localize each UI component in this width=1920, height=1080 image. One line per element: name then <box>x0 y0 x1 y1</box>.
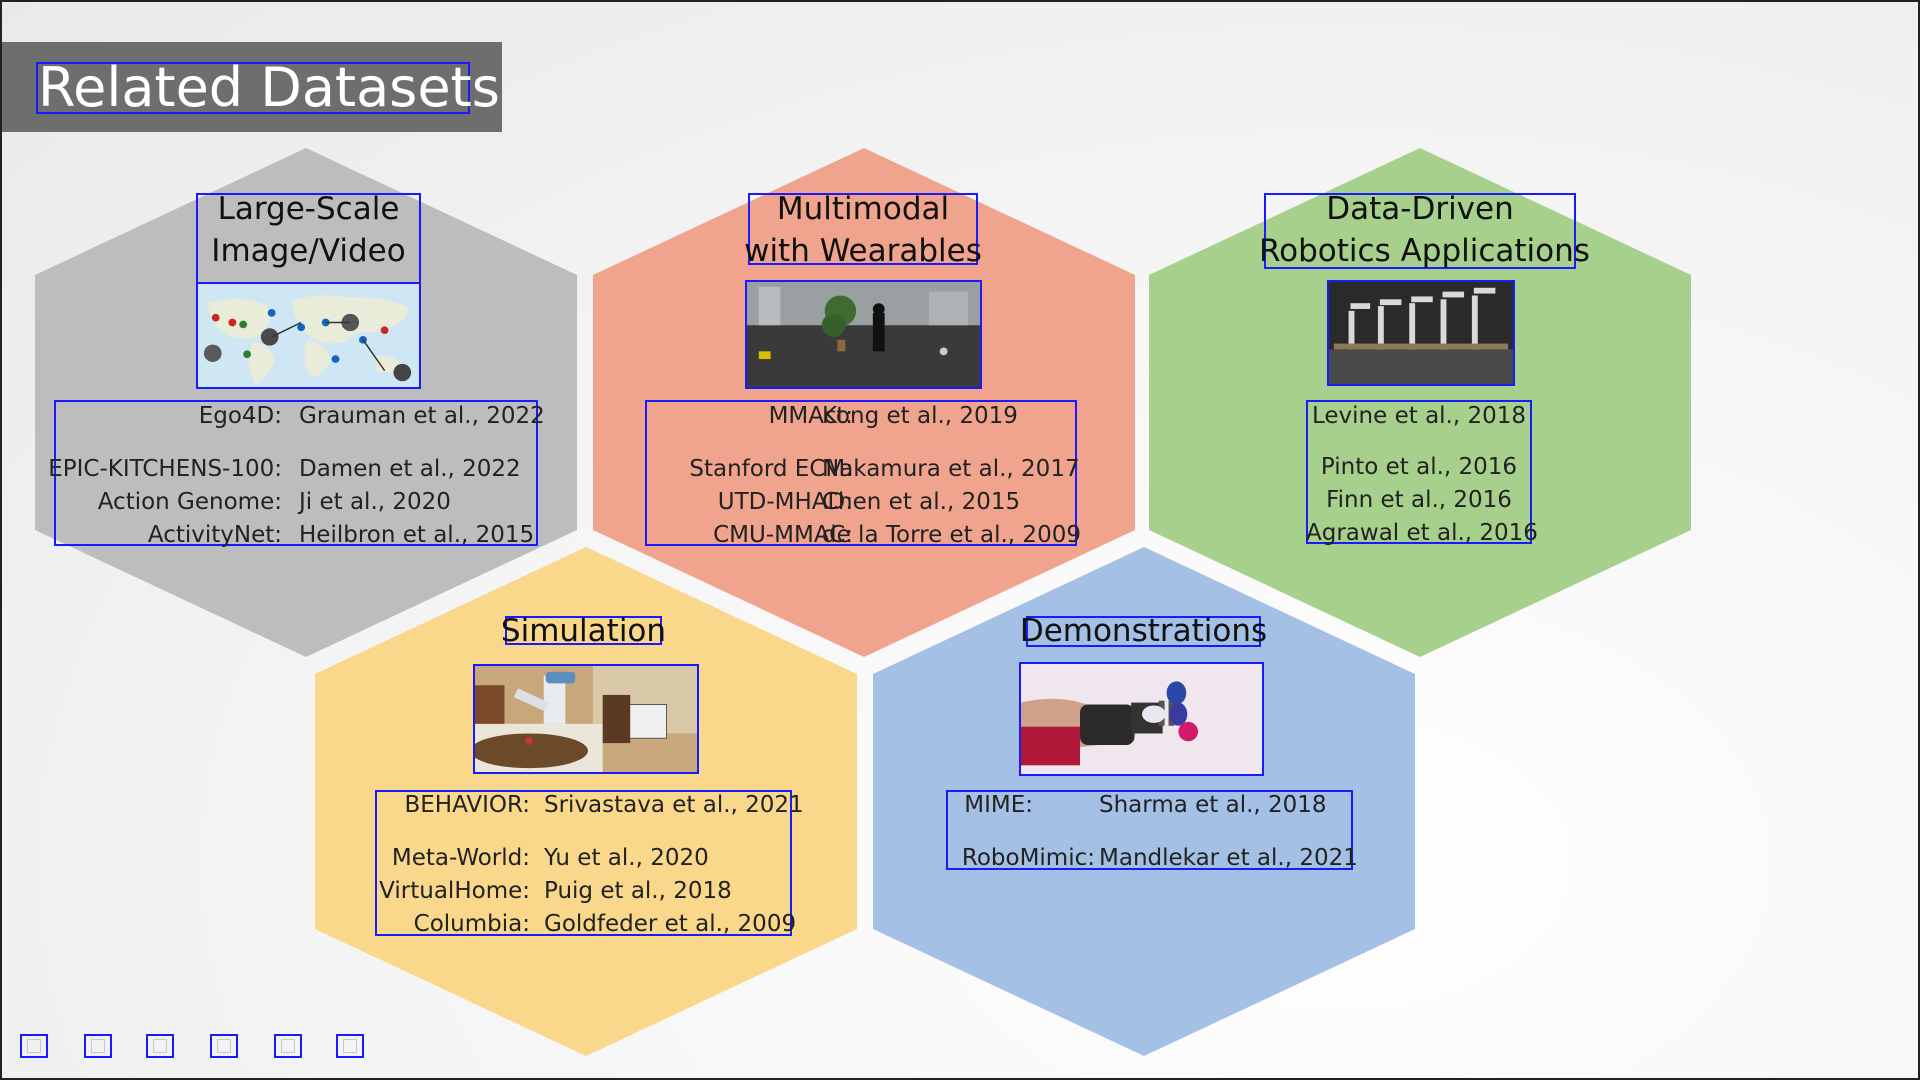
ref-row: Agrawal et al., 2016 <box>1306 518 1538 548</box>
dataset-name: Meta-World: <box>391 845 530 871</box>
multimodal-title: Multimodal with Wearables <box>738 188 988 272</box>
robotics-title: Data-Driven Robotics Applications <box>1259 188 1590 272</box>
dataset-citation: Finn et al., 2016 <box>1326 487 1512 513</box>
slide-title: Related Datasets <box>36 56 500 119</box>
dataset-citation: Goldfeder et al., 2009 <box>544 911 797 937</box>
multimodal-refs-box <box>645 400 1077 546</box>
dataset-name: MMAct: <box>768 403 853 429</box>
hex-multimodal-bg <box>593 148 1135 657</box>
ref-row: RoboMimic: Mandlekar et al., 2021 <box>946 843 1358 873</box>
simulation-title: Simulation <box>500 613 667 649</box>
ref-row: Finn et al., 2016 <box>1306 485 1532 515</box>
dataset-citation: Pinto et al., 2016 <box>1320 454 1518 480</box>
ref-row: Action Genome: Ji et al., 2020 <box>54 487 538 517</box>
next-slide-icon[interactable] <box>84 1034 112 1058</box>
multimodal-title-line1: Multimodal <box>776 191 950 227</box>
dataset-citation: Levine et al., 2018 <box>1311 403 1527 429</box>
dataset-name: Action Genome: <box>97 489 282 515</box>
office-scene-image <box>745 280 982 389</box>
dataset-name: CMU-MMAC: <box>713 522 853 548</box>
dataset-citation: Grauman et al., 2022 <box>299 403 545 429</box>
dataset-citation: Agrawal et al., 2016 <box>1306 520 1538 546</box>
large-scale-refs-box <box>54 400 538 546</box>
hex-demonstrations-bg <box>873 547 1415 1056</box>
dataset-name: VirtualHome: <box>379 878 530 904</box>
multimodal-title-box <box>748 193 978 265</box>
hex-robotics-bg <box>1149 148 1691 657</box>
large-scale-refs: Ego4D: Grauman et al., 2022 EPIC-KITCHEN… <box>48 400 545 548</box>
dataset-citation: Puig et al., 2018 <box>544 878 732 904</box>
dataset-citation: Ji et al., 2020 <box>299 489 451 515</box>
ref-row: MMAct: Kong et al., 2019 <box>645 401 1077 431</box>
robot-gripper-image <box>1019 662 1264 776</box>
ref-row: ActivityNet: Heilbron et al., 2015 <box>54 520 538 550</box>
robotics-title-box <box>1264 193 1576 269</box>
demonstrations-title: Demonstrations <box>1019 613 1268 649</box>
ref-row: CMU-MMAC: de la Torre et al., 2009 <box>645 520 1081 550</box>
dataset-name: MIME: <box>964 792 1033 818</box>
dataset-name: EPIC-KITCHENS-100: <box>48 456 282 482</box>
ref-row: VirtualHome: Puig et al., 2018 <box>375 876 792 906</box>
title-bar <box>2 42 502 132</box>
ref-row: EPIC-KITCHENS-100: Damen et al., 2022 <box>48 454 538 484</box>
robot-arms-image <box>1327 280 1515 386</box>
large-scale-title-line1: Large-Scale <box>217 191 400 227</box>
world-map-image <box>196 282 421 389</box>
simulated-kitchen-image <box>473 664 699 774</box>
multimodal-refs: MMAct: Kong et al., 2019 Stanford ECM: N… <box>645 400 1081 548</box>
simulation-title-box <box>505 616 662 645</box>
simulation-refs: BEHAVIOR: Srivastava et al., 2021 Meta-W… <box>375 790 804 939</box>
grid-icon[interactable] <box>210 1034 238 1058</box>
hex-large-scale-bg <box>35 148 577 657</box>
dataset-citation: Kong et al., 2019 <box>822 403 1018 429</box>
multimodal-title-line2: with Wearables <box>744 233 982 269</box>
robotics-refs-box <box>1306 400 1532 544</box>
ref-row: Columbia: Goldfeder et al., 2009 <box>375 909 796 939</box>
dataset-name: UTD-MHAD: <box>717 489 853 515</box>
ref-row: Meta-World: Yu et al., 2020 <box>375 843 792 873</box>
demonstrations-refs: MIME: Sharma et al., 2018 RoboMimic: Man… <box>946 790 1358 873</box>
more-icon[interactable] <box>336 1034 364 1058</box>
dataset-citation: Yu et al., 2020 <box>544 845 709 871</box>
dataset-citation: Chen et al., 2015 <box>822 489 1021 515</box>
dataset-citation: Heilbron et al., 2015 <box>299 522 535 548</box>
dataset-name: ActivityNet: <box>147 522 282 548</box>
ref-row: Stanford ECM: Nakamura et al., 2017 <box>645 454 1080 484</box>
prev-slide-icon[interactable] <box>20 1034 48 1058</box>
dataset-citation: Srivastava et al., 2021 <box>544 792 804 818</box>
dataset-name: Columbia: <box>413 911 530 937</box>
dataset-name: RoboMimic: <box>961 845 1095 871</box>
large-scale-title: Large-Scale Image/Video <box>196 188 421 272</box>
robotics-refs: Levine et al., 2018 Pinto et al., 2016 F… <box>1306 400 1538 546</box>
ref-row: BEHAVIOR: Srivastava et al., 2021 <box>375 790 803 820</box>
simulation-refs-box <box>375 790 792 936</box>
robotics-title-line2: Robotics Applications <box>1259 233 1590 269</box>
dataset-name: BEHAVIOR: <box>404 792 530 818</box>
ref-row: UTD-MHAD: Chen et al., 2015 <box>645 487 1077 517</box>
ref-row: MIME: Sharma et al., 2018 <box>946 790 1353 820</box>
hex-simulation-bg <box>315 547 857 1056</box>
large-scale-title-line2: Image/Video <box>211 233 406 269</box>
ref-row: Ego4D: Grauman et al., 2022 <box>54 401 545 431</box>
demonstrations-refs-box <box>946 790 1353 870</box>
dataset-name: Stanford ECM: <box>689 456 853 482</box>
dataset-citation: Damen et al., 2022 <box>299 456 521 482</box>
dataset-citation: Mandlekar et al., 2021 <box>1099 845 1358 871</box>
demonstrations-title-box <box>1026 616 1261 647</box>
dataset-citation: de la Torre et al., 2009 <box>822 522 1081 548</box>
dataset-citation: Sharma et al., 2018 <box>1099 792 1327 818</box>
dataset-citation: Nakamura et al., 2017 <box>822 456 1080 482</box>
pen-icon[interactable] <box>146 1034 174 1058</box>
zoom-icon[interactable] <box>274 1034 302 1058</box>
ref-row: Pinto et al., 2016 <box>1306 452 1532 482</box>
robotics-title-line1: Data-Driven <box>1326 191 1514 227</box>
ref-row: Levine et al., 2018 <box>1306 401 1532 431</box>
dataset-name: Ego4D: <box>198 403 282 429</box>
